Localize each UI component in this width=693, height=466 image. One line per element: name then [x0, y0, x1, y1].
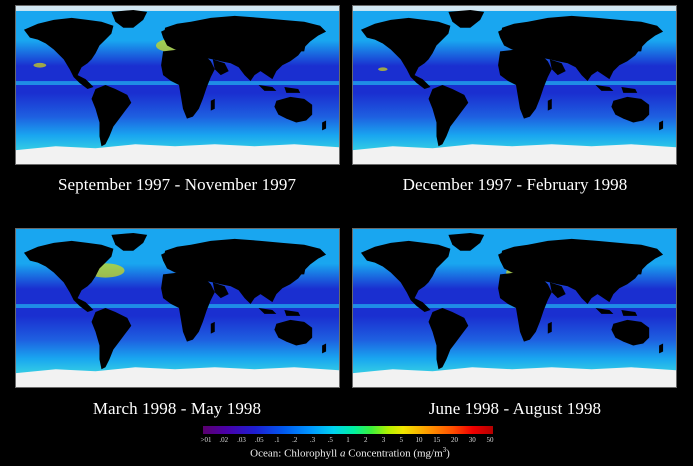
caption-2: December 1997 - February 1998 [402, 175, 628, 194]
map-panel-2 [352, 5, 677, 165]
landmass [111, 9, 148, 28]
landmass [549, 59, 566, 76]
landmass [428, 85, 469, 147]
landmass [549, 282, 566, 299]
legend-tick-label: 2 [364, 436, 368, 444]
arctic-ice [16, 6, 339, 11]
antarctic-ice [16, 367, 339, 387]
legend-tick-label: 3 [381, 436, 386, 444]
landmass [23, 17, 114, 89]
landmass [448, 9, 485, 28]
map-jun-aug-1998 [352, 228, 677, 388]
legend-tick-label: >01 [200, 436, 212, 444]
landmass [212, 282, 229, 299]
legend-tick-label: .2 [292, 436, 298, 444]
legend-tick-label: .05 [254, 436, 264, 444]
legend-tick-label: .5 [327, 436, 333, 444]
legend-tick-label: 30 [468, 436, 476, 444]
legend-tick-label: .1 [274, 436, 280, 444]
landmass [595, 308, 638, 316]
legend-tick-label: 50 [486, 436, 494, 444]
legend-title: Ocean: Chlorophyll a Concentration (mg/m… [250, 446, 450, 460]
legend-tick-label: .03 [237, 436, 246, 444]
landmass [23, 240, 114, 312]
map-panel-1 [15, 5, 340, 165]
bloom-area [33, 62, 47, 68]
landmass [210, 98, 215, 111]
color-scale-bar [203, 426, 493, 434]
landmass [258, 85, 301, 93]
legend-tick-label: 1 [346, 436, 350, 444]
bloom-area [378, 67, 388, 71]
landmass [161, 49, 215, 119]
map-dec-feb-1998 [352, 5, 677, 165]
antarctic-ice [353, 144, 676, 164]
landmass [448, 232, 485, 251]
landmass [111, 232, 148, 251]
landmass [498, 49, 552, 119]
landmass [500, 238, 664, 305]
legend-tick-label: 20 [451, 436, 458, 444]
landmass [611, 96, 650, 123]
caption-1: September 1997 - November 1997 [57, 175, 297, 194]
landmass [611, 319, 650, 346]
legend-tick-label: .02 [219, 436, 229, 444]
caption-4: June 1998 - August 1998 [428, 399, 602, 418]
landmass [428, 308, 469, 370]
legend-tick-label: .3 [309, 436, 316, 444]
landmass [163, 238, 327, 305]
landmass [91, 85, 132, 147]
landmass [500, 15, 664, 82]
caption-3: March 1998 - May 1998 [92, 399, 262, 418]
landmass [210, 321, 215, 334]
antarctic-ice [353, 367, 676, 387]
landmass [595, 85, 638, 93]
landmass [161, 272, 215, 342]
map-mar-may-1998 [15, 228, 340, 388]
landmass [274, 96, 313, 123]
landmass [498, 272, 552, 342]
map-sep-nov-1997 [15, 5, 340, 165]
legend-tick-label: 15 [433, 436, 441, 444]
landmass [91, 308, 132, 370]
landmass [360, 17, 451, 89]
color-scale-ticks: >01 .02 .03 .05 .1 .2 .3 .5 1 2 3 5 10 15 20 30 50 [200, 436, 500, 446]
legend-tick-label: 5 [399, 436, 404, 444]
arctic-ice [353, 6, 676, 11]
legend-tick-label: 10 [415, 436, 423, 444]
map-panel-3 [15, 228, 340, 388]
landmass [274, 319, 313, 346]
map-panel-4 [352, 228, 677, 388]
landmass [547, 98, 552, 111]
landmass [163, 15, 327, 82]
landmass [360, 240, 451, 312]
landmass [212, 59, 229, 76]
landmass [547, 321, 552, 334]
landmass [258, 308, 301, 316]
antarctic-ice [16, 144, 339, 164]
